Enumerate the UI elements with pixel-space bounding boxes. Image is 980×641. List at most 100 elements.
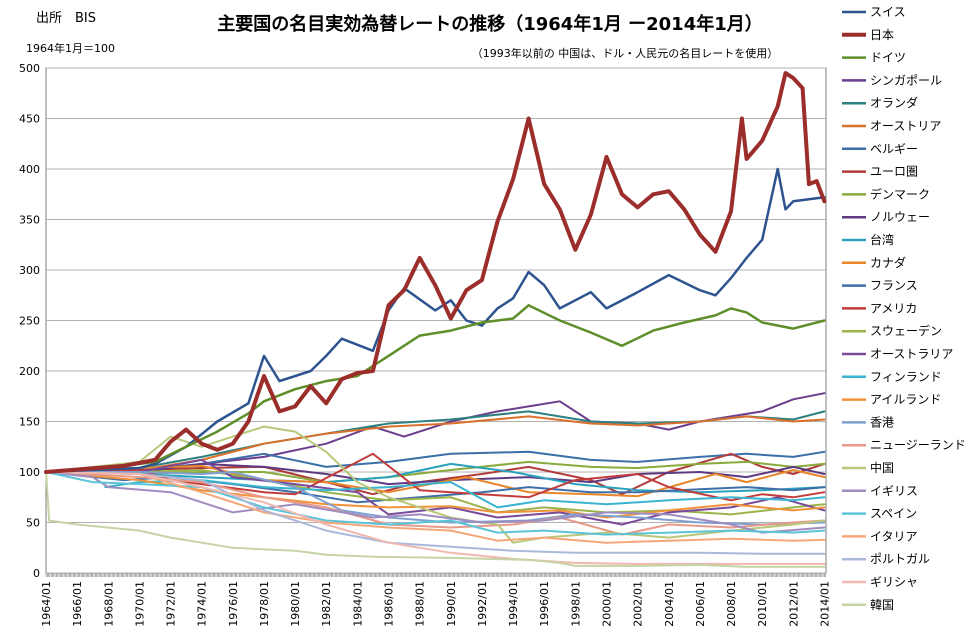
- legend-item: イギリス: [842, 484, 918, 498]
- legend-label: 日本: [870, 28, 894, 42]
- legend-item: スイス: [842, 5, 906, 19]
- x-tick-label: 1968/01: [102, 581, 115, 627]
- series-line-22: [45, 471, 826, 534]
- y-tick-label: 500: [19, 62, 40, 75]
- legend-label: フランス: [870, 279, 918, 293]
- base-label: 1964年1月＝100: [26, 41, 115, 55]
- legend-label: 香港: [870, 415, 894, 429]
- legend-item: ベルギー: [842, 142, 918, 156]
- y-tick-label: 400: [19, 163, 40, 176]
- y-tick-label: 50: [26, 517, 40, 530]
- chart-subtitle: （1993年以前の 中国は、ドル・人民元の名目レートを使用）: [472, 46, 779, 60]
- legend-label: イタリア: [870, 529, 918, 543]
- series-line-11: [45, 462, 826, 494]
- series-line-17: [104, 479, 826, 509]
- legend-item: アメリカ: [842, 301, 917, 315]
- legend-label: スペイン: [870, 507, 917, 521]
- legend-item: アイルランド: [842, 393, 941, 407]
- legend-label: ノルウェー: [870, 210, 930, 224]
- x-tick-label: 1966/01: [71, 581, 84, 627]
- x-tick-label: 2000/01: [600, 581, 613, 627]
- x-tick-label: 1964/01: [40, 581, 53, 627]
- legend-label: ベルギー: [870, 142, 918, 156]
- x-tick-marks: [45, 573, 827, 577]
- chart-title: 主要国の名目実効為替レートの推移（1964年1月 ー2014年1月）: [217, 13, 763, 35]
- legend-item: スウェーデン: [842, 323, 942, 338]
- y-tick-label: 300: [19, 264, 40, 277]
- legend-label: イギリス: [870, 484, 918, 498]
- series-line-3: [44, 304, 826, 474]
- legend-item: シンガポール: [842, 73, 942, 87]
- series-line-15: [45, 469, 826, 516]
- series-line-27: [45, 469, 826, 568]
- series-line-23: [45, 471, 826, 536]
- x-tick-label: 1982/01: [320, 581, 333, 627]
- x-tick-label: 1994/01: [507, 581, 520, 627]
- series-line-24: [45, 471, 826, 544]
- legend-item: フランス: [842, 279, 918, 293]
- legend-label: アメリカ: [870, 301, 917, 315]
- legend-item: スペイン: [842, 507, 917, 521]
- axes: 0 50 100 150 200 250 300 350 400 450 500 1964/01 196…: [19, 62, 831, 627]
- x-tick-label: 2002/01: [632, 581, 645, 627]
- legend-label: ユーロ圏: [870, 165, 918, 179]
- legend-item: 韓国: [842, 598, 894, 612]
- source-label: 出所 BIS: [36, 11, 96, 26]
- legend-item: ポルトガル: [842, 552, 930, 566]
- x-tick-label: 1998/01: [569, 581, 582, 627]
- series-line-2: [44, 71, 827, 474]
- x-minor-ticks: [45, 573, 827, 577]
- x-tick-label: 1976/01: [227, 581, 240, 627]
- x-tick-label: 1990/01: [445, 581, 458, 627]
- y-tick-label: 100: [19, 466, 40, 479]
- series-line-19: [45, 471, 826, 526]
- x-tick-label: 1978/01: [258, 581, 271, 627]
- legend-label: デンマーク: [870, 186, 930, 201]
- x-tick-label: 1980/01: [289, 581, 302, 627]
- series-line-6: [45, 415, 826, 473]
- x-tick-label: 1988/01: [414, 581, 427, 627]
- legend-item: カナダ: [842, 255, 906, 270]
- legend-label: 台湾: [870, 232, 894, 247]
- legend-label: スイス: [870, 5, 906, 19]
- legend-label: スウェーデン: [870, 323, 942, 338]
- series-line-26: [45, 471, 826, 565]
- legend-label: オーストラリア: [870, 347, 953, 361]
- series-line-12: [45, 464, 826, 498]
- legend-label: ギリシャ: [870, 575, 918, 589]
- x-tick-label: 1984/01: [351, 581, 364, 627]
- legend-label: ドイツ: [870, 51, 906, 65]
- y-tick-label: 350: [19, 214, 40, 227]
- series-line-25: [45, 471, 826, 555]
- legend-label: フィンランド: [870, 370, 942, 384]
- legend-item: ノルウェー: [842, 210, 930, 224]
- legend-item: 香港: [842, 415, 894, 429]
- x-tick-label: 2012/01: [787, 581, 800, 627]
- legend-item: ギリシャ: [842, 575, 918, 589]
- series-line-1: [44, 167, 826, 474]
- legend: スイス日本ドイツシンガポールオランダオーストリアベルギーユーロ圏デンマークノルウ…: [842, 5, 966, 612]
- y-tick-label: 150: [19, 416, 40, 429]
- x-tick-label: 1986/01: [383, 581, 396, 627]
- series-layer: [44, 71, 827, 568]
- x-tick-label: 2008/01: [725, 581, 738, 627]
- y-tick-label: 250: [19, 315, 40, 328]
- x-tick-label: 2004/01: [663, 581, 676, 627]
- legend-label: 韓国: [870, 598, 894, 612]
- legend-item: ニュージーランド: [842, 438, 966, 452]
- x-tick-label: 1970/01: [133, 581, 146, 627]
- series-line-7: [45, 450, 826, 473]
- legend-item: 中国: [842, 460, 894, 475]
- x-tick-label: 1974/01: [196, 581, 209, 627]
- legend-label: ポルトガル: [870, 552, 930, 566]
- y-tick-label: 450: [19, 113, 40, 126]
- legend-item: デンマーク: [842, 186, 930, 201]
- legend-item: ユーロ圏: [842, 165, 918, 179]
- legend-item: イタリア: [842, 529, 918, 543]
- legend-item: 日本: [842, 28, 894, 42]
- legend-label: 中国: [870, 460, 894, 475]
- x-tick-label: 2006/01: [694, 581, 707, 627]
- series-line-16: [45, 458, 826, 526]
- legend-item: オランダ: [842, 95, 918, 110]
